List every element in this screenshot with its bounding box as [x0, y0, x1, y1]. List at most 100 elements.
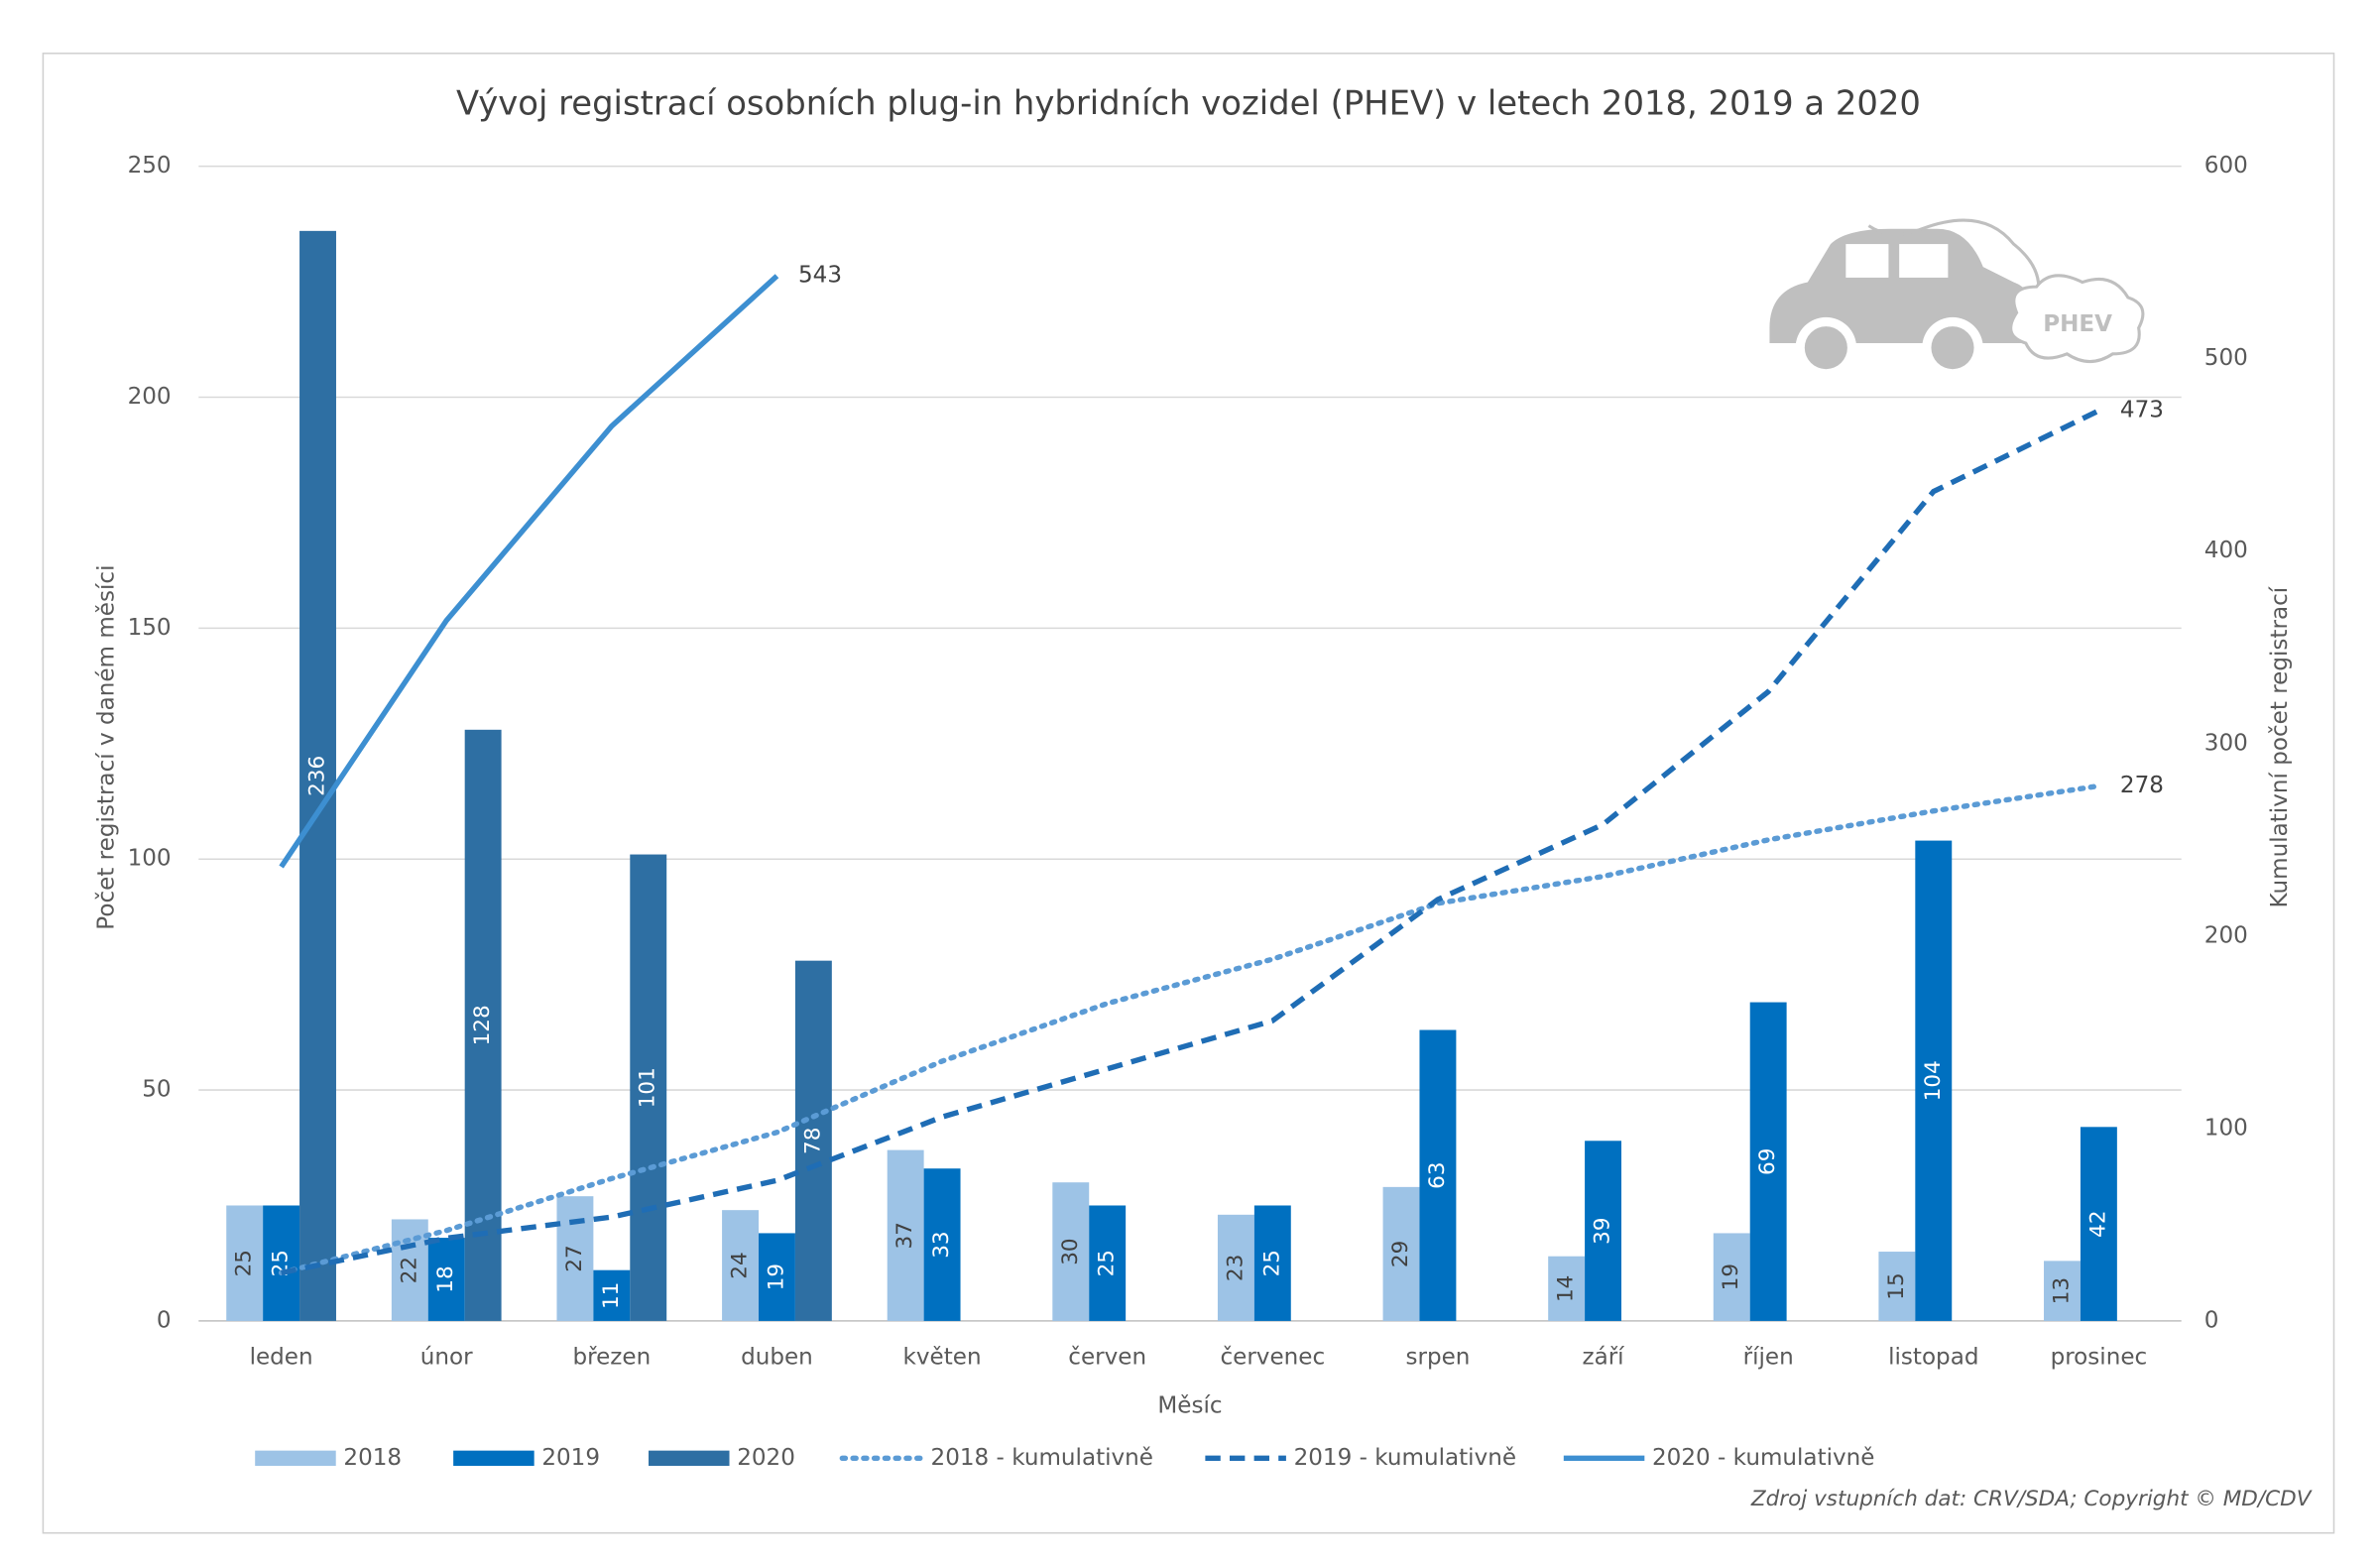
line-end-label: 473: [2120, 398, 2164, 423]
phev-icon: PHEV: [1769, 218, 2145, 379]
bar: [1915, 840, 1953, 1321]
y-tick-label: 50: [142, 1077, 171, 1103]
bar: [1548, 1256, 1586, 1321]
bar-value-label: 101: [636, 1067, 660, 1108]
car-wheel: [1931, 326, 1974, 370]
bar-value-label: 39: [1591, 1217, 1615, 1244]
bar: [923, 1168, 961, 1321]
bar: [1217, 1214, 1254, 1321]
bar-value-label: 78: [800, 1128, 825, 1154]
bar-value-label: 15: [1884, 1272, 1909, 1299]
legend-label: 2019: [541, 1445, 600, 1471]
x-tick-label: červenec: [1220, 1344, 1325, 1370]
legend-label: 2019 - kumulativně: [1294, 1445, 1516, 1471]
bar: [2044, 1261, 2081, 1321]
y-tick-label: 200: [128, 384, 172, 410]
bar-value-label: 25: [232, 1250, 257, 1276]
bar-value-label: 24: [728, 1252, 753, 1278]
x-tick-label: říjen: [1743, 1344, 1794, 1370]
bar: [1089, 1205, 1127, 1321]
legend-swatch: [453, 1450, 535, 1467]
x-tick-label: červen: [1068, 1344, 1146, 1370]
bar-value-label: 23: [1223, 1255, 1248, 1281]
bar-value-label: 25: [1095, 1250, 1120, 1276]
bar: [391, 1219, 428, 1321]
y2-tick-label: 300: [2204, 730, 2248, 756]
line-end-label: 543: [798, 263, 842, 289]
y-tick-label: 150: [128, 615, 172, 641]
y-tick-label: 100: [128, 846, 172, 872]
bar: [226, 1205, 264, 1321]
car-body: [1769, 228, 2037, 344]
x-tick-label: září: [1582, 1344, 1625, 1370]
bar-value-label: 42: [2085, 1210, 2110, 1237]
x-tick-label: listopad: [1888, 1344, 1978, 1370]
bar: [630, 854, 667, 1321]
bar-value-label: 37: [892, 1222, 917, 1249]
x-tick-label: srpen: [1405, 1344, 1470, 1370]
bar-value-label: 18: [433, 1265, 458, 1292]
x-tick-label: leden: [250, 1344, 313, 1370]
bar-value-label: 19: [1719, 1264, 1743, 1290]
bar-value-label: 63: [1425, 1162, 1450, 1189]
legend-label: 2018: [343, 1445, 402, 1471]
bar-value-label: 14: [1554, 1275, 1579, 1302]
bar: [722, 1210, 759, 1321]
x-tick-label: květen: [903, 1344, 982, 1370]
bar: [1253, 1205, 1291, 1321]
cloud: [2009, 274, 2145, 364]
bar: [887, 1149, 924, 1321]
x-tick-label: duben: [741, 1344, 813, 1370]
cumulative-line: [278, 782, 2102, 1276]
line-end-label: 278: [2120, 773, 2164, 798]
bar-value-label: 22: [397, 1257, 421, 1283]
bar-value-label: 69: [1755, 1148, 1780, 1175]
legend-label: 2018 - kumulativně: [931, 1445, 1153, 1471]
bar: [263, 1205, 300, 1321]
bar-value-label: 29: [1388, 1241, 1413, 1267]
bar: [1878, 1252, 1916, 1321]
legend-label: 2020: [737, 1445, 795, 1471]
y2-tick-label: 0: [2204, 1307, 2219, 1333]
x-tick-label: únor: [420, 1344, 473, 1370]
y2-tick-label: 400: [2204, 538, 2248, 563]
x-axis-title: Měsíc: [1157, 1393, 1222, 1419]
y-tick-label: 0: [157, 1307, 172, 1333]
chart-title: Vývoj registrací osobních plug-in hybrid…: [456, 84, 1921, 123]
car-window: [1845, 244, 1889, 278]
bar-value-label: 30: [1058, 1238, 1083, 1264]
bar-value-label: 19: [764, 1264, 788, 1290]
bar-value-label: 128: [470, 1005, 495, 1045]
bar: [1052, 1182, 1090, 1321]
legend-swatch: [649, 1450, 730, 1467]
legend-swatch: [255, 1450, 336, 1467]
bar: [556, 1196, 594, 1321]
bar-value-label: 11: [599, 1282, 624, 1309]
bar: [1585, 1141, 1622, 1321]
bar-value-label: 104: [1921, 1060, 1946, 1101]
car-wheel: [1804, 326, 1847, 370]
bar-value-label: 25: [1259, 1250, 1284, 1276]
y2-tick-label: 500: [2204, 345, 2248, 371]
bar: [2080, 1127, 2117, 1321]
legend-label: 2020 - kumulativně: [1652, 1445, 1874, 1471]
y2-tick-label: 600: [2204, 153, 2248, 179]
bar-value-label: 236: [305, 756, 330, 796]
bar: [1749, 1002, 1787, 1321]
y-tick-label: 250: [128, 153, 172, 179]
cable: [1867, 218, 2041, 314]
bar-value-label: 33: [929, 1231, 954, 1258]
y2-axis-title: Kumulativní počet registrací: [2267, 585, 2293, 907]
cumulative-line: [281, 408, 2100, 1276]
bar: [1419, 1029, 1457, 1321]
bar: [427, 1238, 465, 1321]
x-tick-label: březen: [572, 1344, 651, 1370]
y-axis-title: Počet registrací v daném měsíci: [94, 564, 120, 929]
y2-tick-label: 200: [2204, 922, 2248, 948]
bar: [758, 1233, 795, 1321]
car-window: [1899, 244, 1949, 278]
bar: [299, 230, 336, 1321]
bar: [794, 960, 832, 1321]
